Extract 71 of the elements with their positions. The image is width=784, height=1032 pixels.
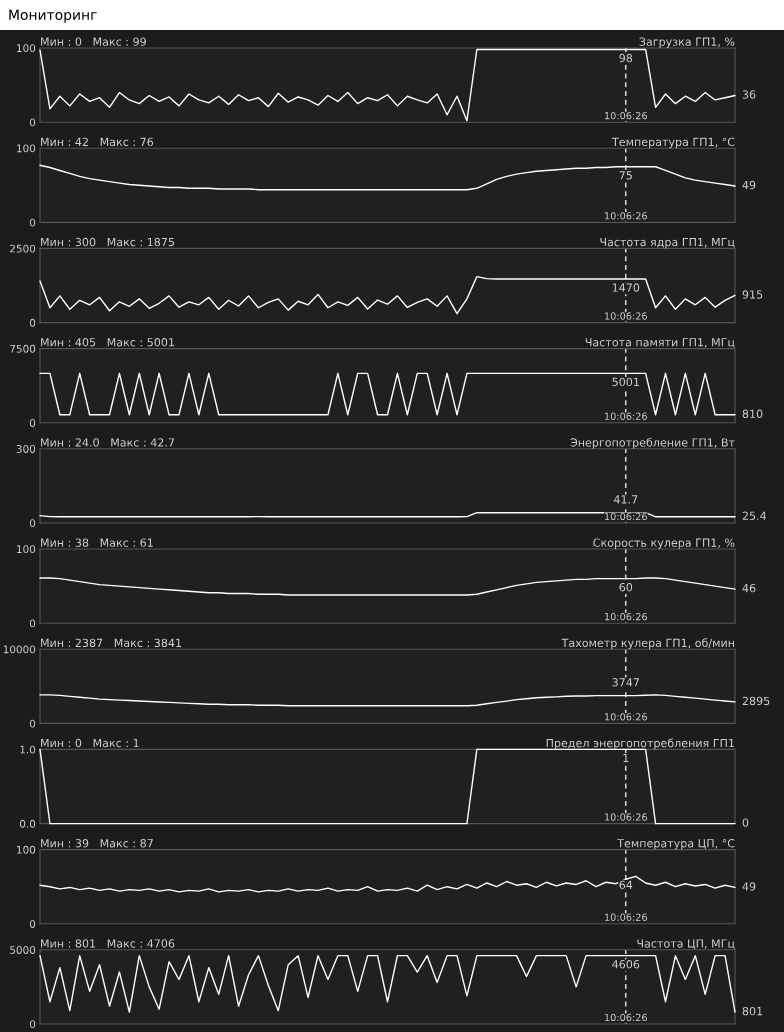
y-tick-label: 100	[17, 545, 36, 554]
chart-subtitle: Частота ядра ГП1, МГц	[600, 237, 735, 249]
text: Мин : 300 Макс : 1875	[41, 237, 175, 247]
text: Мин : 42 Макс : 76	[41, 137, 154, 147]
chart-title: Мониторинг	[9, 9, 97, 23]
chart-subtitle: Скорость кулера ГП1, %	[593, 538, 735, 549]
y-tick-label: 100	[17, 44, 36, 53]
annotation: 64	[619, 880, 633, 890]
y-tick-label: 1.0	[20, 745, 36, 754]
text: Мин : 801 Макс : 4706	[41, 939, 175, 948]
annotation: 41.7	[613, 495, 638, 504]
chart-subtitle: Частота памяти ГП1, МГц	[585, 338, 735, 348]
x-tick-label: 10:06:26	[605, 111, 648, 120]
y-tick-label: 0	[29, 1020, 36, 1029]
text: Мин : 39 Макс : 87	[41, 839, 153, 848]
y-tick-label: 5000	[10, 946, 36, 954]
text: Мин : 405 Макс : 5001	[41, 338, 174, 347]
y-tick-label: 300	[16, 445, 36, 453]
chart-subtitle: Температура ГП1, °C	[611, 137, 735, 149]
y-tick-label: 0.0	[19, 819, 36, 828]
x-tick-label: 10:06:26	[605, 412, 648, 420]
text: Мин : 0 Макс : 99	[41, 37, 146, 46]
x-tick-label: 10:06:26	[605, 512, 648, 521]
y-tick-label: 0	[29, 719, 36, 728]
text: 810	[742, 409, 763, 419]
text: 915	[742, 290, 763, 299]
x-tick-label: 10:06:26	[605, 312, 648, 320]
y-tick-label: 0	[29, 318, 36, 327]
x-tick-label: 10:06:26	[605, 813, 648, 821]
text: 36	[742, 90, 756, 99]
text: Мин : 38 Макс : 61	[41, 538, 153, 547]
text: 46	[742, 583, 756, 593]
text: 49	[742, 180, 756, 190]
y-tick-label: 0	[29, 218, 36, 227]
annotation: 3747	[612, 678, 639, 687]
text: Мин : 0 Макс : 1	[41, 738, 139, 748]
text: 25.4	[742, 511, 767, 520]
y-tick-label: 2500	[10, 244, 36, 253]
annotation: 1	[623, 753, 629, 763]
y-tick-label: 0	[29, 118, 36, 127]
x-tick-label: 10:06:26	[605, 212, 648, 220]
text: 801	[742, 1006, 763, 1016]
text: 0	[742, 818, 749, 827]
y-tick-label: 100	[17, 845, 36, 854]
chart-subtitle: Частота ЦП, МГц	[637, 939, 735, 950]
chart-subtitle: Энергопотребление ГП1, Вт	[570, 437, 735, 449]
y-tick-label: 0	[29, 619, 36, 628]
x-tick-label: 10:06:26	[605, 913, 648, 921]
chart-subtitle: Тахометр кулера ГП1, об/мин	[561, 638, 734, 650]
annotation: 5001	[612, 377, 639, 387]
chart-subtitle: Предел энергопотребления ГП1	[546, 738, 734, 750]
annotation: 60	[619, 583, 633, 592]
x-tick-label: 10:06:26	[605, 1013, 648, 1022]
text: Мин : 2387 Макс : 3841	[41, 638, 182, 648]
x-tick-label: 10:06:26	[605, 612, 648, 621]
chart-subtitle: Температура ЦП, °C	[617, 839, 735, 850]
text: 2895	[742, 696, 770, 706]
annotation: 1470	[612, 283, 640, 292]
chart-subtitle: Загрузка ГП1, %	[639, 37, 735, 48]
annotation: 75	[619, 171, 632, 180]
text: 49	[742, 882, 756, 891]
annotation: 98	[619, 53, 633, 63]
x-tick-label: 10:06:26	[605, 713, 648, 721]
y-tick-label: 0	[29, 419, 36, 427]
y-tick-label: 10000	[3, 645, 36, 654]
y-tick-label: 0	[29, 920, 36, 928]
y-tick-label: 100	[17, 144, 36, 153]
y-tick-label: 7500	[10, 344, 36, 353]
y-tick-label: 0	[29, 519, 36, 528]
text: Мин : 24.0 Макс : 42.7	[41, 438, 175, 447]
annotation: 4606	[612, 960, 640, 969]
